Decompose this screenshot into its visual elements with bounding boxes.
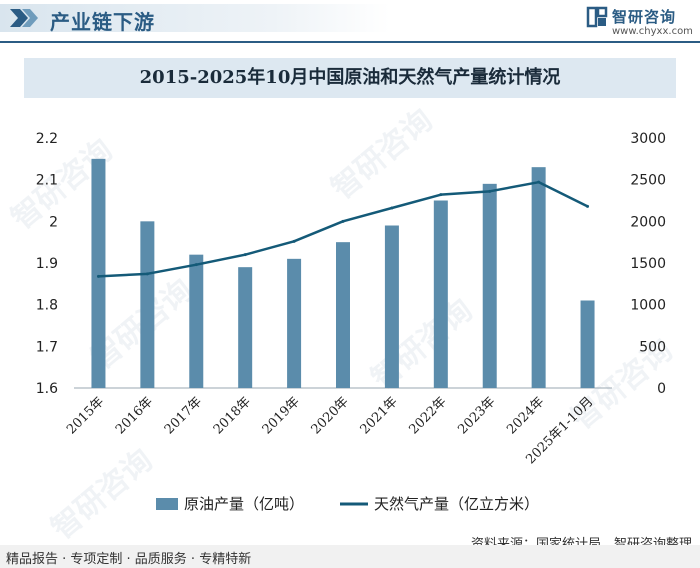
legend-label-crude-oil: 原油产量（亿吨） — [184, 495, 304, 513]
line-point-natural-gas — [292, 239, 296, 243]
left-axis-tick-label: 1.6 — [36, 381, 58, 397]
x-axis-category-label: 2015年 — [64, 394, 107, 437]
bar-crude-oil — [140, 221, 155, 388]
right-axis-tick-label: 1000 — [630, 298, 666, 314]
line-point-natural-gas — [439, 193, 443, 197]
brand-logo: 智研咨询 www.chyxx.com — [586, 4, 696, 40]
left-axis-tick-label: 2.2 — [36, 131, 58, 147]
header-background — [0, 4, 390, 32]
x-axis-category-label: 2016年 — [113, 394, 156, 437]
footer-tagline: 精品报告 · 专项定制 · 品质服务 · 专精特新 — [6, 552, 252, 567]
bar-crude-oil — [189, 254, 204, 388]
bar-crude-oil — [336, 242, 350, 388]
bar-crude-oil — [531, 167, 546, 388]
x-axis-category-label: 2020年 — [309, 394, 352, 437]
header-bar: 产业链下游 智研咨询 www.chyxx.com — [0, 0, 700, 40]
header-chevron-icon — [10, 9, 38, 27]
x-axis-category-label: 2022年 — [406, 394, 449, 437]
line-point-natural-gas — [194, 263, 198, 267]
line-point-natural-gas — [96, 274, 100, 278]
brand-logo-url: www.chyxx.com — [612, 26, 693, 37]
legend-swatch-crude-oil — [156, 498, 178, 510]
bar-crude-oil — [482, 183, 497, 388]
x-axis-category-label: 2018年 — [211, 394, 254, 437]
bar-crude-oil — [580, 300, 595, 388]
x-axis-category-label: 2017年 — [162, 394, 205, 437]
left-axis-tick-label: 1.9 — [36, 256, 58, 272]
bar-crude-oil — [91, 158, 106, 388]
x-axis-category-label: 2021年 — [358, 394, 401, 437]
right-axis-tick-label: 0 — [657, 381, 666, 397]
x-axis-category-label: 2019年 — [260, 394, 303, 437]
line-point-natural-gas — [537, 180, 541, 184]
brand-logo-icon — [586, 6, 608, 28]
chart-title-bar: 2015-2025年10月中国原油和天然气产量统计情况 — [24, 58, 676, 98]
line-point-natural-gas — [341, 219, 345, 223]
right-axis-tick-label: 2500 — [630, 173, 666, 189]
left-axis-tick-label: 1.8 — [36, 298, 58, 314]
left-axis-tick-label: 2.1 — [36, 173, 58, 189]
line-point-natural-gas — [586, 204, 590, 208]
bar-crude-oil — [238, 267, 253, 388]
line-point-natural-gas — [145, 272, 149, 276]
right-axis-tick-label: 1500 — [630, 256, 666, 272]
line-point-natural-gas — [390, 206, 394, 210]
line-point-natural-gas — [243, 253, 247, 257]
bar-crude-oil — [384, 225, 399, 388]
brand-logo-text: 智研咨询 — [612, 8, 677, 26]
combo-chart: 1.6 1.7 1.8 1.9 2 2.1 2.2 0 500 1000 1500 2000 2500 3… — [36, 131, 666, 513]
x-axis-category-label: 2023年 — [455, 394, 498, 437]
legend-label-natural-gas: 天然气产量（亿立方米） — [374, 495, 539, 513]
left-axis-tick-label: 2 — [49, 214, 58, 230]
left-axis-tick-label: 1.7 — [36, 339, 58, 355]
header-divider — [0, 41, 700, 43]
right-axis-tick-label: 3000 — [630, 131, 666, 147]
chart-title: 2015-2025年10月中国原油和天然气产量统计情况 — [139, 67, 561, 88]
right-axis-tick-label: 500 — [639, 339, 666, 355]
footer-bar: 精品报告 · 专项定制 · 品质服务 · 专精特新 — [0, 545, 700, 568]
section-title: 产业链下游 — [50, 10, 155, 34]
x-axis-category-label: 2024年 — [504, 394, 547, 437]
line-point-natural-gas — [488, 189, 492, 193]
right-axis-tick-label: 2000 — [630, 214, 666, 230]
bar-crude-oil — [287, 258, 302, 388]
bar-crude-oil — [433, 200, 448, 388]
